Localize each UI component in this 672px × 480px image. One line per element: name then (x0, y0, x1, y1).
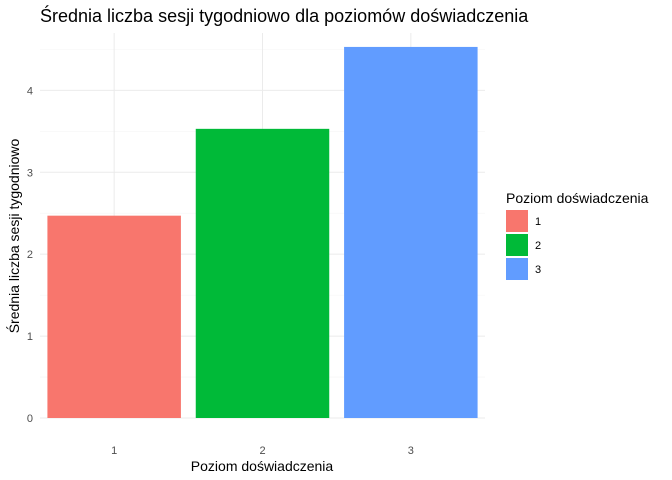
x-tick-label: 2 (259, 445, 265, 457)
bars (47, 46, 478, 418)
bar-3 (344, 46, 478, 418)
y-tick-label: 1 (27, 331, 33, 343)
chart-title: Średnia liczba sesji tygodniowo dla pozi… (40, 5, 529, 26)
legend-key-3 (506, 258, 528, 280)
y-axis-ticks: 0 1 2 3 4 (27, 85, 33, 425)
legend-title: Poziom doświadczenia (506, 190, 649, 206)
y-axis-title: Średnia liczba sesji tygodniowo (5, 139, 22, 334)
x-axis-ticks: 1 2 3 (111, 445, 414, 457)
bar-2 (195, 128, 330, 418)
y-tick-label: 4 (27, 85, 33, 97)
bar-1 (47, 215, 181, 418)
x-axis-title: Poziom doświadczenia (191, 458, 334, 474)
legend-label-2: 2 (535, 240, 541, 252)
x-tick-label: 1 (111, 445, 117, 457)
y-tick-label: 3 (27, 167, 33, 179)
legend-key-2 (506, 234, 528, 256)
legend: Poziom doświadczenia 1 2 3 (506, 190, 649, 280)
x-tick-label: 3 (408, 445, 414, 457)
legend-key-1 (506, 210, 528, 232)
legend-label-3: 3 (535, 264, 541, 276)
y-tick-label: 0 (27, 413, 33, 425)
y-tick-label: 2 (27, 249, 33, 261)
legend-label-1: 1 (535, 216, 541, 228)
